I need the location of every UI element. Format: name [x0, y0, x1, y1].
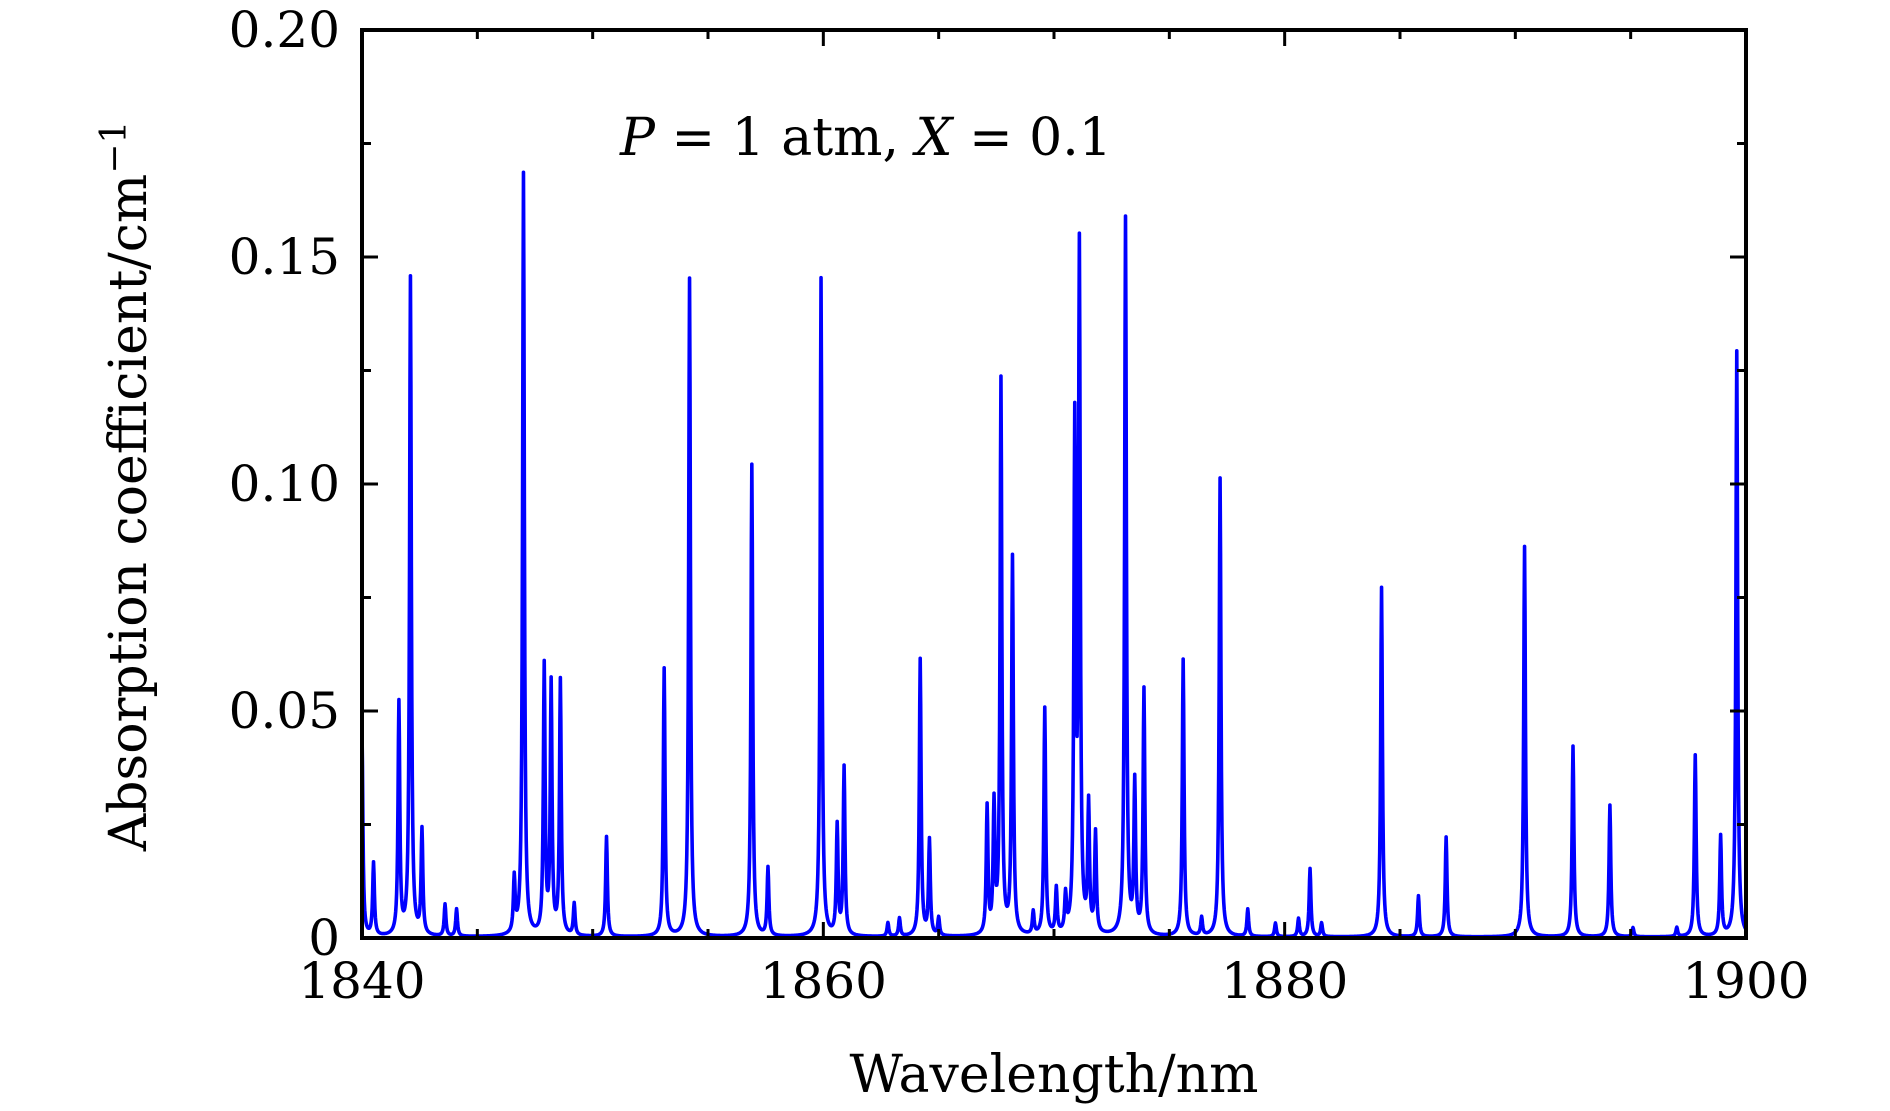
y-axis-title: Absorption coefficient/cm−1	[94, 121, 159, 853]
y-tick-label: 0.15	[229, 228, 340, 286]
y-axis-title-text: Absorption coefficient/cm	[99, 174, 159, 852]
x-tick-label: 1860	[760, 952, 887, 1010]
y-tick-label: 0.05	[229, 682, 340, 740]
x-tick-label: 1840	[298, 952, 425, 1010]
x-tick-label: 1900	[1682, 952, 1809, 1010]
condition-annotation: P = 1 atm, X = 0.1	[619, 108, 1112, 168]
x-tick-label: 1880	[1221, 952, 1348, 1010]
y-tick-label: 0.20	[229, 1, 340, 59]
tick-labels: 1840 1860 1880 1900 0 0.05 0.10 0.15 0.20	[229, 1, 1810, 1010]
y-axis-title-exponent: −1	[94, 121, 135, 174]
x-axis-title: Wavelength/nm	[850, 1045, 1259, 1105]
plot-frame	[360, 28, 1748, 940]
y-tick-label: 0	[308, 909, 340, 967]
y-tick-label: 0.10	[229, 455, 340, 513]
spectrum-line	[360, 170, 1748, 939]
